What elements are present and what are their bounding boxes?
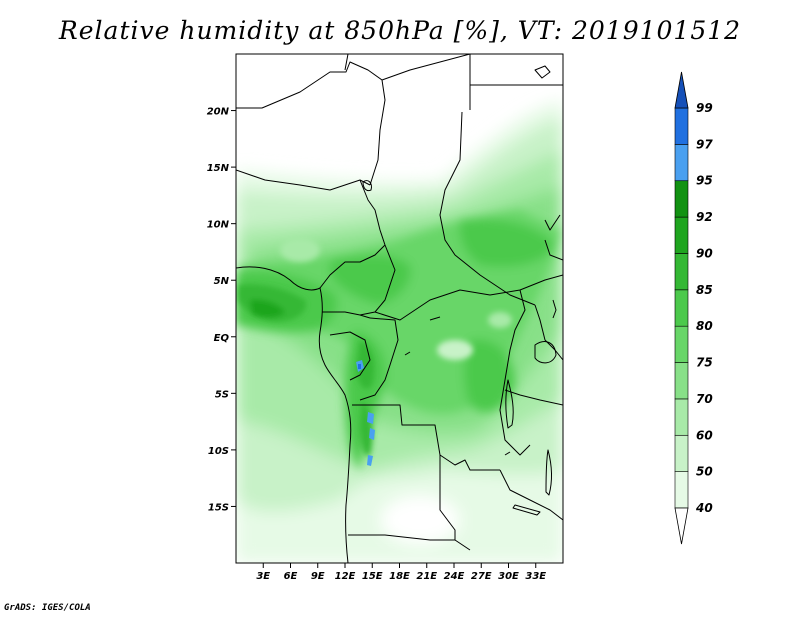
humidity-patch-light-c [280,238,320,262]
red-sea-coast [534,65,551,79]
lake-tanganyika [505,379,514,429]
lat-tick-label: 20N [207,107,230,118]
humidity-region-85d [345,330,386,470]
humidity-region-92 [250,299,285,318]
humidity-patch-white-e [250,70,410,150]
lon-tick-label: 24E [444,571,465,582]
border-zambia-malawi [499,469,563,521]
lake-malawi [545,449,552,496]
border-tanzania [504,389,563,406]
colorbar-label: 90 [696,246,713,260]
lon-tick-label: 15E [362,571,383,582]
colorbar-upper-triangle [674,71,689,109]
border-south-sudan-ethiopia [544,239,563,261]
colorbar-segment [674,434,689,472]
border-east-africa [534,304,563,361]
border-congo-gabon [329,331,371,381]
map-title: Relative humidity at 850hPa [%], VT: 201… [58,16,742,45]
humidity-patch-97 [358,364,361,369]
colorbar-label: 85 [696,283,713,297]
border-algeria-niger [236,61,386,186]
border-angola-namibia [348,534,471,551]
colorbar-segment [674,325,689,363]
colorbar-segment [674,471,689,509]
lon-tick-label: 3E [256,571,270,582]
lake-victoria [534,341,557,364]
colorbar-label: 95 [696,174,713,188]
river-mark-b [404,351,411,356]
humidity-region-85c [459,218,555,267]
humidity-patch-95c [369,428,375,440]
colorbar-segment [674,144,689,182]
colorbar-label: 70 [696,392,713,406]
lon-tick-label: 27E [471,571,492,582]
lon-tick-label: 6E [284,571,298,582]
colorbar-label: 99 [696,101,713,115]
border-sudan-ethiopia [544,214,561,231]
colorbar-label: 97 [696,137,713,151]
colorbar-segment [674,289,689,327]
colorbar-label: 60 [696,428,713,442]
lon-tick-label: 18E [389,571,410,582]
coastline-west-africa [236,266,352,563]
colorbar-segment [674,216,689,254]
lat-tick-label: 10S [208,446,229,457]
humidity-patch-95b [367,412,374,424]
country-borders [236,54,563,563]
humidity-patch-95d [367,455,373,466]
humidity-patch-light-a [437,340,473,360]
colorbar-segment [674,398,689,436]
colorbar-label: 80 [696,319,713,333]
border-nigeria-chad [359,179,386,246]
colorbar-label: 75 [696,356,713,370]
colorbar-label: 40 [695,501,713,515]
lat-tick-label: 10N [207,220,230,231]
border-cameroon-car [359,244,396,316]
lon-tick-label: 30E [498,571,519,582]
colorbar-lower-triangle [674,507,689,545]
lat-tick-label: 15N [207,163,230,174]
border-libya-chad [344,54,471,81]
border-cameroon-gabon [322,311,371,319]
lat-tick-label: 5N [214,276,230,287]
border-congo-drc [359,317,399,401]
border-drc-east [499,289,531,456]
border-nigeria-cameroon [319,244,386,289]
lat-tick-label: EQ [214,333,230,344]
colorbar: 40 50 60 70 75 80 85 90 92 95 97 99 [674,71,713,545]
border-niger-nigeria [236,169,371,191]
humidity-region-90b [356,340,375,390]
river-mark-a [429,316,441,321]
humidity-field [236,54,563,563]
grads-credit: GrADS: IGES/COLA [4,603,91,613]
border-car-south [374,274,563,321]
humidity-region-85b [330,255,411,305]
lat-tick-label: 15S [208,502,229,513]
lon-tick-label: 21E [416,571,437,582]
border-angola-zambia [439,455,456,540]
lat-tick-label: 5S [215,389,229,400]
humidity-patch-light-b [488,312,512,328]
latitude-axis: 20N 15N 10N 5N EQ 5S 10S 15S [207,107,236,513]
lon-tick-label: 33E [525,571,546,582]
lake-chad [362,180,372,192]
river-mark-c [504,451,511,456]
colorbar-label: 50 [696,465,713,479]
colorbar-label: 92 [696,210,713,224]
colorbar-segment [674,180,689,218]
longitude-axis: 3E 6E 9E 12E 15E 18E 21E 24E 27E 30E 33E [256,563,546,582]
colorbar-segment [674,362,689,400]
colorbar-segment [674,253,689,291]
lake-turkana [552,299,557,319]
lake-kariba [512,504,541,516]
lon-tick-label: 12E [335,571,356,582]
lon-tick-label: 9E [311,571,325,582]
border-chad-sudan [439,111,536,306]
colorbar-segment [674,107,689,145]
